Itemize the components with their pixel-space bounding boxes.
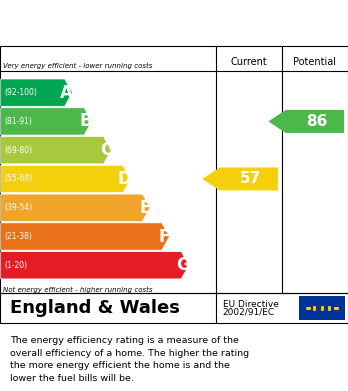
Text: (21-38): (21-38)	[4, 232, 32, 241]
Text: (81-91): (81-91)	[4, 117, 32, 126]
Text: 2002/91/EC: 2002/91/EC	[223, 308, 275, 317]
Polygon shape	[1, 194, 150, 221]
Polygon shape	[202, 167, 278, 190]
Text: Potential: Potential	[293, 57, 337, 66]
Polygon shape	[1, 108, 92, 135]
Text: (69-80): (69-80)	[4, 146, 32, 155]
Text: A: A	[60, 84, 73, 102]
Polygon shape	[268, 110, 344, 133]
Text: (1-20): (1-20)	[4, 261, 27, 270]
Text: The energy efficiency rating is a measure of the
overall efficiency of a home. T: The energy efficiency rating is a measur…	[10, 336, 250, 383]
Text: EU Directive: EU Directive	[223, 300, 279, 309]
Polygon shape	[1, 79, 72, 106]
Text: (92-100): (92-100)	[4, 88, 37, 97]
Text: (39-54): (39-54)	[4, 203, 32, 212]
Polygon shape	[1, 165, 130, 193]
Polygon shape	[1, 252, 189, 279]
Text: Energy Efficiency Rating: Energy Efficiency Rating	[10, 16, 232, 30]
Text: 86: 86	[306, 114, 327, 129]
Text: England & Wales: England & Wales	[10, 299, 180, 317]
Bar	[299, 296, 345, 320]
Text: Not energy efficient - higher running costs: Not energy efficient - higher running co…	[3, 287, 153, 292]
Text: C: C	[100, 141, 112, 159]
Text: Current: Current	[230, 57, 267, 66]
Text: D: D	[118, 170, 131, 188]
Text: Very energy efficient - lower running costs: Very energy efficient - lower running co…	[3, 63, 153, 69]
Text: E: E	[140, 199, 151, 217]
Text: F: F	[159, 228, 170, 246]
Text: B: B	[80, 113, 93, 131]
Text: 57: 57	[240, 172, 261, 187]
Text: (55-68): (55-68)	[4, 174, 32, 183]
Polygon shape	[1, 223, 169, 250]
Text: G: G	[176, 256, 190, 274]
Polygon shape	[1, 136, 111, 164]
